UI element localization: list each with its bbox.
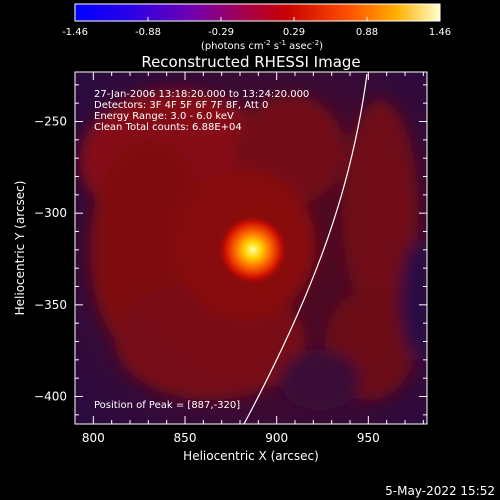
y-tick-label: −350 bbox=[34, 298, 67, 312]
axis-ticks bbox=[74, 72, 427, 424]
x-axis-label: Heliocentric X (arcsec) bbox=[183, 449, 319, 463]
colorbar-ticks bbox=[74, 17, 441, 21]
colorbar-tick-label: -0.88 bbox=[135, 27, 161, 38]
timestamp: 5-May-2022 15:52 bbox=[385, 484, 495, 498]
y-tick-label: −300 bbox=[34, 206, 67, 220]
y-axis-label: Heliocentric Y (arcsec) bbox=[13, 181, 27, 316]
info-detectors: Detectors: 3F 4F 5F 6F 7F 8F, Att 0 bbox=[94, 100, 268, 111]
colorbar-tick-label: 1.46 bbox=[429, 27, 451, 38]
heatmap-image bbox=[75, 72, 427, 424]
colorbar bbox=[74, 3, 441, 22]
solar-limb bbox=[243, 73, 368, 425]
chart-title: Reconstructed RHESSI Image bbox=[141, 53, 360, 71]
colorbar-tick-label: -1.46 bbox=[62, 27, 88, 38]
peak-source bbox=[218, 215, 287, 284]
colorbar-tick-label: 0.29 bbox=[283, 27, 305, 38]
y-tick-label: −400 bbox=[34, 390, 67, 404]
x-tick-label: 850 bbox=[174, 431, 197, 445]
info-time-range: 27-Jan-2006 13:18:20.000 to 13:24:20.000 bbox=[94, 89, 309, 100]
y-tick-label: −250 bbox=[34, 115, 67, 129]
axis-tick-labels: 800 850 900 950 −250 −300 −350 −400 bbox=[34, 115, 380, 446]
info-clean: Clean Total counts: 6.88E+04 bbox=[94, 122, 242, 133]
info-peak-position: Position of Peak = [887,-320] bbox=[94, 400, 240, 411]
plot-frame bbox=[74, 71, 428, 425]
info-energy: Energy Range: 3.0 - 6.0 keV bbox=[94, 111, 234, 122]
colorbar-tick-label: -0.29 bbox=[208, 27, 234, 38]
x-tick-label: 950 bbox=[357, 431, 380, 445]
x-tick-label: 900 bbox=[265, 431, 288, 445]
x-tick-label: 800 bbox=[82, 431, 105, 445]
colorbar-units: (photons cm-2 s-1 asec-2) bbox=[201, 39, 323, 52]
colorbar-tick-label: 0.88 bbox=[356, 27, 378, 38]
